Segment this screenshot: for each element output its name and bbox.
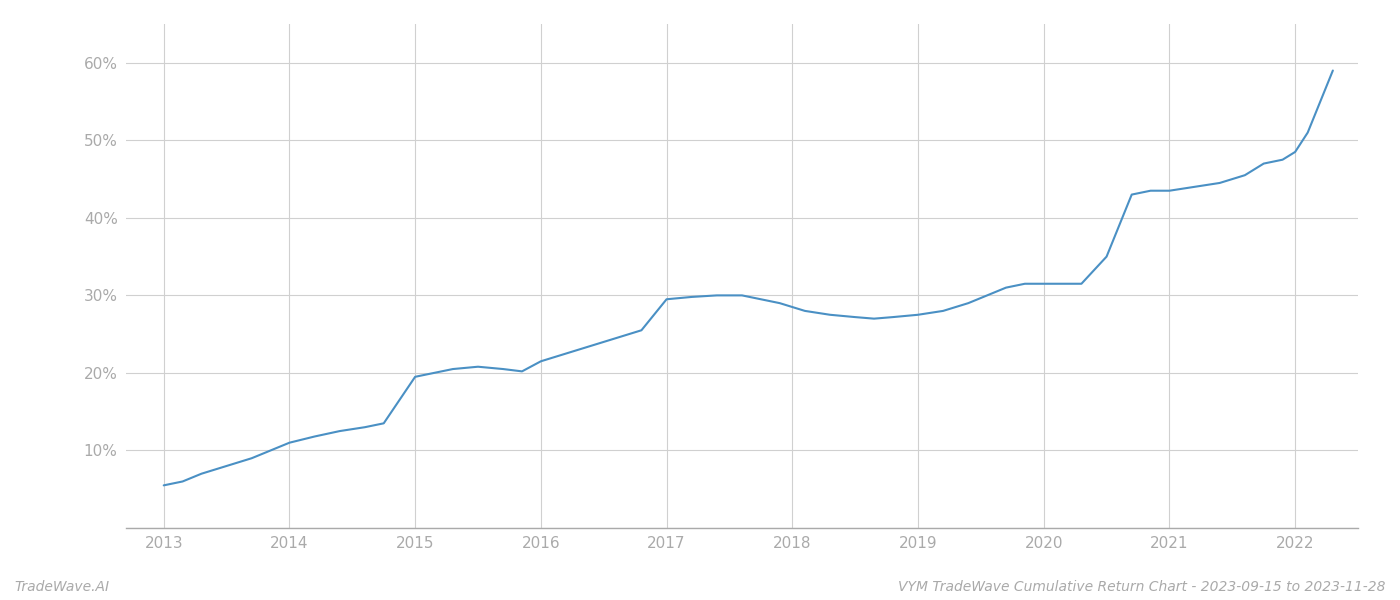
Text: TradeWave.AI: TradeWave.AI [14,580,109,594]
Text: VYM TradeWave Cumulative Return Chart - 2023-09-15 to 2023-11-28: VYM TradeWave Cumulative Return Chart - … [899,580,1386,594]
